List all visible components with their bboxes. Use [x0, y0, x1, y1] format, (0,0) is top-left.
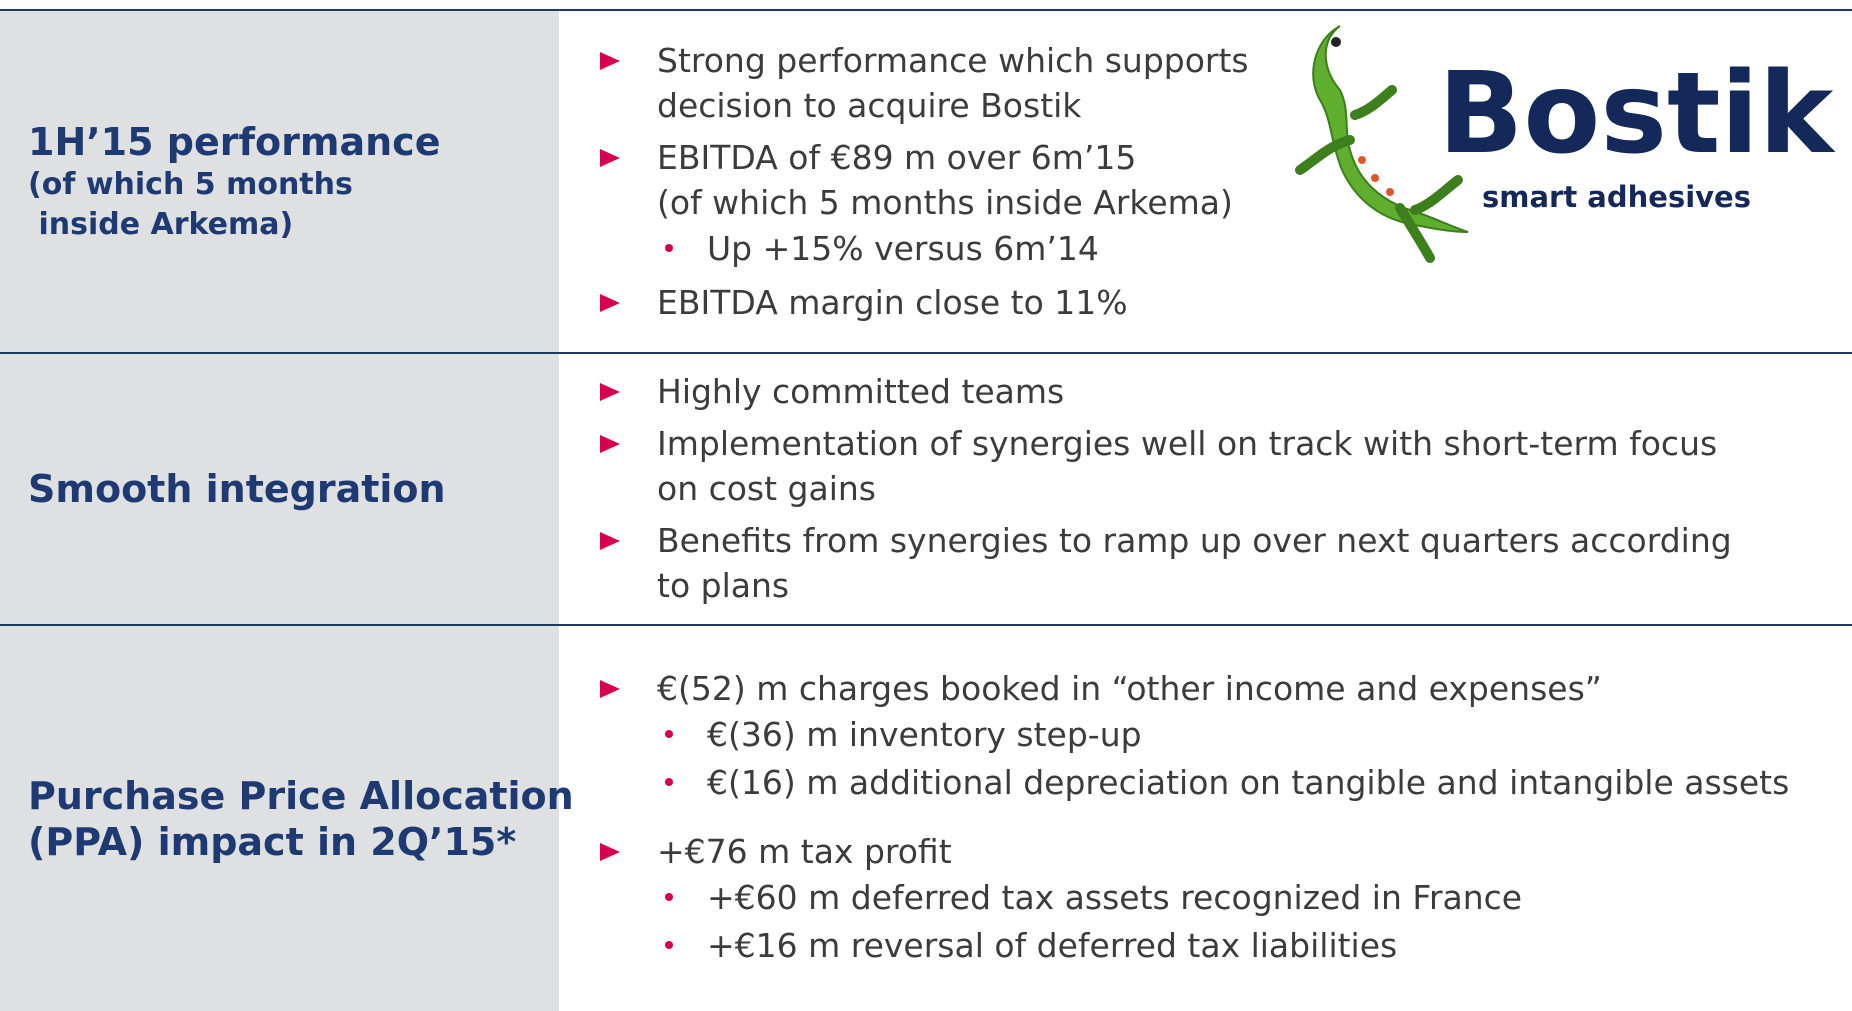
bullet-marker — [600, 383, 620, 401]
label-line: inside Arkema) — [28, 205, 559, 245]
sub-bullet-marker — [665, 893, 673, 901]
sub-bullet: €(16) m additional depreciation on tangi… — [559, 759, 1852, 807]
bullet-marker — [600, 52, 620, 70]
label-line: (PPA) impact in 2Q’15* — [28, 819, 559, 865]
bullet: +€76 m tax profit +€60 m deferred tax ass… — [559, 829, 1852, 970]
bullet-marker — [600, 532, 620, 550]
slide: 1H’15 performance(of which 5 months insi… — [0, 0, 1852, 1011]
bullet-text: €(52) m charges booked in “other income … — [657, 666, 1852, 711]
bullet-marker — [600, 680, 620, 698]
sub-bullet: +€16 m reversal of deferred tax liabilit… — [559, 922, 1852, 970]
bullet: €(52) m charges booked in “other income … — [559, 666, 1852, 807]
sub-bullet-marker — [665, 941, 673, 949]
logo: Bostik smart adhesives — [1280, 20, 1852, 270]
bullet: Highly committed teams — [559, 369, 1852, 414]
bullet-list: €(52) m charges booked in “other income … — [559, 626, 1852, 1011]
row-label: Smooth integration — [0, 354, 559, 624]
table-row: Purchase Price Allocation(PPA) impact in… — [0, 624, 1852, 1011]
logo-tagline: smart adhesives — [1482, 180, 1751, 214]
bullet: Benefits from synergies to ramp up over … — [559, 518, 1852, 608]
sub-bullet-marker — [665, 244, 673, 252]
row-label: 1H’15 performance(of which 5 months insi… — [0, 11, 559, 352]
bullet-marker — [600, 843, 620, 861]
sub-bullet: +€60 m deferred tax assets recognized in… — [559, 874, 1852, 922]
bullet-text: EBITDA margin close to 11% — [657, 280, 1852, 325]
label-line: Purchase Price Allocation — [28, 773, 559, 819]
sub-bullet-text: Up +15% versus 6m’14 — [707, 229, 1099, 268]
sub-bullet-marker — [665, 730, 673, 738]
label-line: 1H’15 performance — [28, 119, 559, 165]
bullet-text: Implementation of synergies well on trac… — [657, 421, 1852, 466]
bullet-marker — [600, 294, 620, 312]
bullet-text: Benefits from synergies to ramp up over … — [657, 518, 1852, 563]
logo-name: Bostik — [1438, 49, 1836, 179]
label-line: Smooth integration — [28, 466, 559, 512]
bullet-marker — [600, 149, 620, 167]
bullet-list: Highly committed teams Implementation of … — [559, 354, 1852, 624]
bullet-marker — [600, 435, 620, 453]
bullet: EBITDA margin close to 11% — [559, 280, 1852, 325]
bullet-text: Highly committed teams — [657, 369, 1852, 414]
sub-bullet-text: +€60 m deferred tax assets recognized in… — [707, 878, 1522, 917]
bullet: Implementation of synergies well on trac… — [559, 421, 1852, 511]
sub-bullet-text: €(16) m additional depreciation on tangi… — [707, 763, 1789, 802]
sub-bullet: €(36) m inventory step-up — [559, 711, 1852, 759]
bullet-text: on cost gains — [657, 466, 1852, 511]
row-label: Purchase Price Allocation(PPA) impact in… — [0, 626, 559, 1011]
sub-bullet-text: €(36) m inventory step-up — [707, 715, 1142, 754]
bullet-text: to plans — [657, 563, 1852, 608]
label-line: (of which 5 months — [28, 165, 559, 205]
sub-bullet-marker — [665, 778, 673, 786]
sub-bullet-text: +€16 m reversal of deferred tax liabilit… — [707, 926, 1397, 965]
bullet-text: +€76 m tax profit — [657, 829, 1852, 874]
